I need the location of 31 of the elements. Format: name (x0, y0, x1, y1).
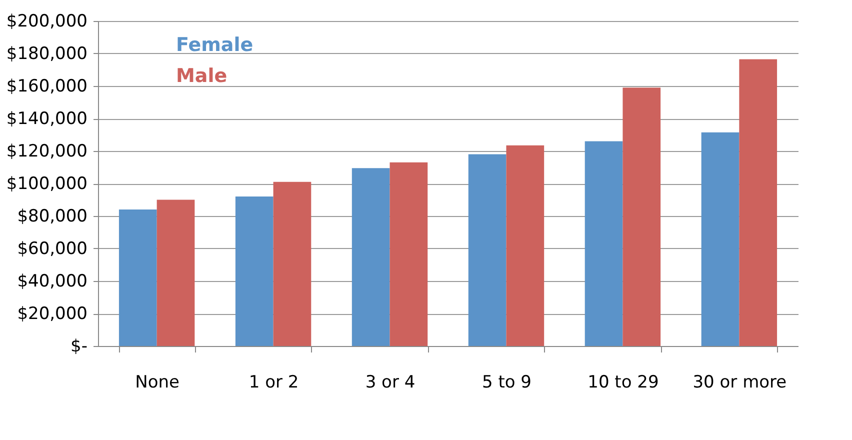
y-tick-label: $160,000 (6, 76, 88, 96)
bar (352, 168, 390, 346)
bar (156, 200, 195, 346)
bar (118, 210, 157, 346)
y-tick-label: $- (70, 336, 88, 356)
text: Female (176, 34, 254, 56)
y-tick-label: $80,000 (17, 206, 88, 226)
x-tick-label: 3 or 4 (365, 372, 416, 392)
bar (235, 196, 274, 346)
x-tick-label: 5 to 9 (482, 372, 532, 392)
bar (468, 154, 506, 346)
x-tick-label: 30 or more (692, 372, 787, 392)
y-tick-label: $140,000 (6, 109, 88, 129)
bar (622, 88, 661, 346)
y-tick-label: $120,000 (6, 142, 88, 162)
y-tick-label: $40,000 (17, 272, 88, 292)
bar (584, 141, 623, 346)
y-tick-label: $180,000 (6, 44, 88, 64)
bar (701, 132, 740, 346)
y-tick-label: $100,000 (6, 174, 88, 194)
text: Male (176, 65, 228, 87)
y-tick-label: $20,000 (17, 304, 88, 324)
bar (506, 145, 544, 346)
bar (273, 182, 312, 346)
y-tick-label: $60,000 (17, 239, 88, 259)
y-tick-label: $200,000 (6, 12, 88, 32)
x-tick-label: 10 to 29 (588, 372, 659, 392)
bar (739, 59, 778, 346)
x-tick-label: None (135, 372, 180, 392)
x-tick-label: 1 or 2 (248, 372, 299, 392)
bar (390, 162, 428, 346)
